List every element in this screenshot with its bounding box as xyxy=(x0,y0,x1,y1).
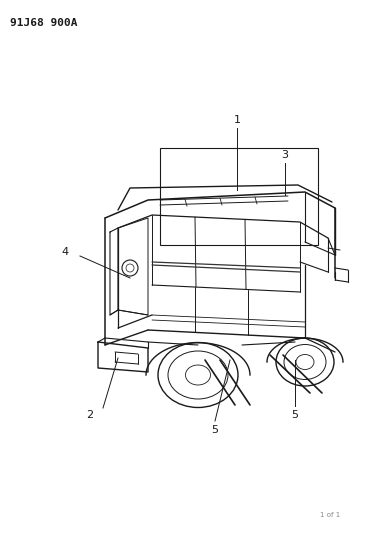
Text: 2: 2 xyxy=(87,410,93,420)
Text: 1: 1 xyxy=(234,115,241,125)
Text: 4: 4 xyxy=(61,247,69,257)
Text: 5: 5 xyxy=(291,410,298,420)
Text: 5: 5 xyxy=(211,425,218,435)
Text: 91J68 900A: 91J68 900A xyxy=(10,18,77,28)
Text: 1 of 1: 1 of 1 xyxy=(320,512,340,518)
Bar xyxy=(160,148,318,245)
Text: 3: 3 xyxy=(282,150,288,160)
